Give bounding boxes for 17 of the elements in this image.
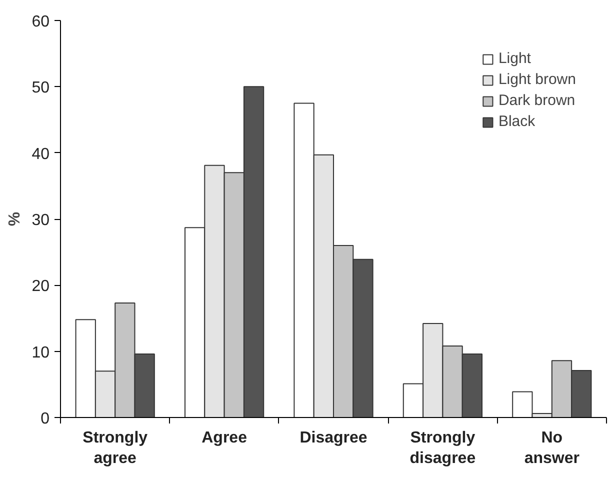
legend-label: Dark brown	[498, 92, 576, 109]
y-axis-title: %	[6, 212, 24, 226]
x-tick-label: No answer	[524, 430, 580, 467]
x-tick-label: Disagree	[300, 430, 368, 446]
x-tick-label: Agree	[202, 430, 248, 446]
legend-label: Light	[498, 50, 531, 67]
legend-label: Light brown	[498, 71, 576, 88]
y-tick-label: 10	[32, 344, 50, 362]
y-tick-label: 20	[32, 278, 50, 296]
x-tick-label: Strongly disagree	[410, 430, 476, 467]
y-tick-label: 60	[32, 14, 50, 30]
legend-label: Black	[498, 113, 536, 130]
y-tick-label: 50	[32, 80, 50, 97]
y-tick-label: 30	[32, 212, 50, 229]
y-tick-label: 40	[32, 146, 50, 163]
y-tick-label: 0	[40, 410, 50, 428]
x-tick-label: Strongly agree	[82, 430, 148, 467]
